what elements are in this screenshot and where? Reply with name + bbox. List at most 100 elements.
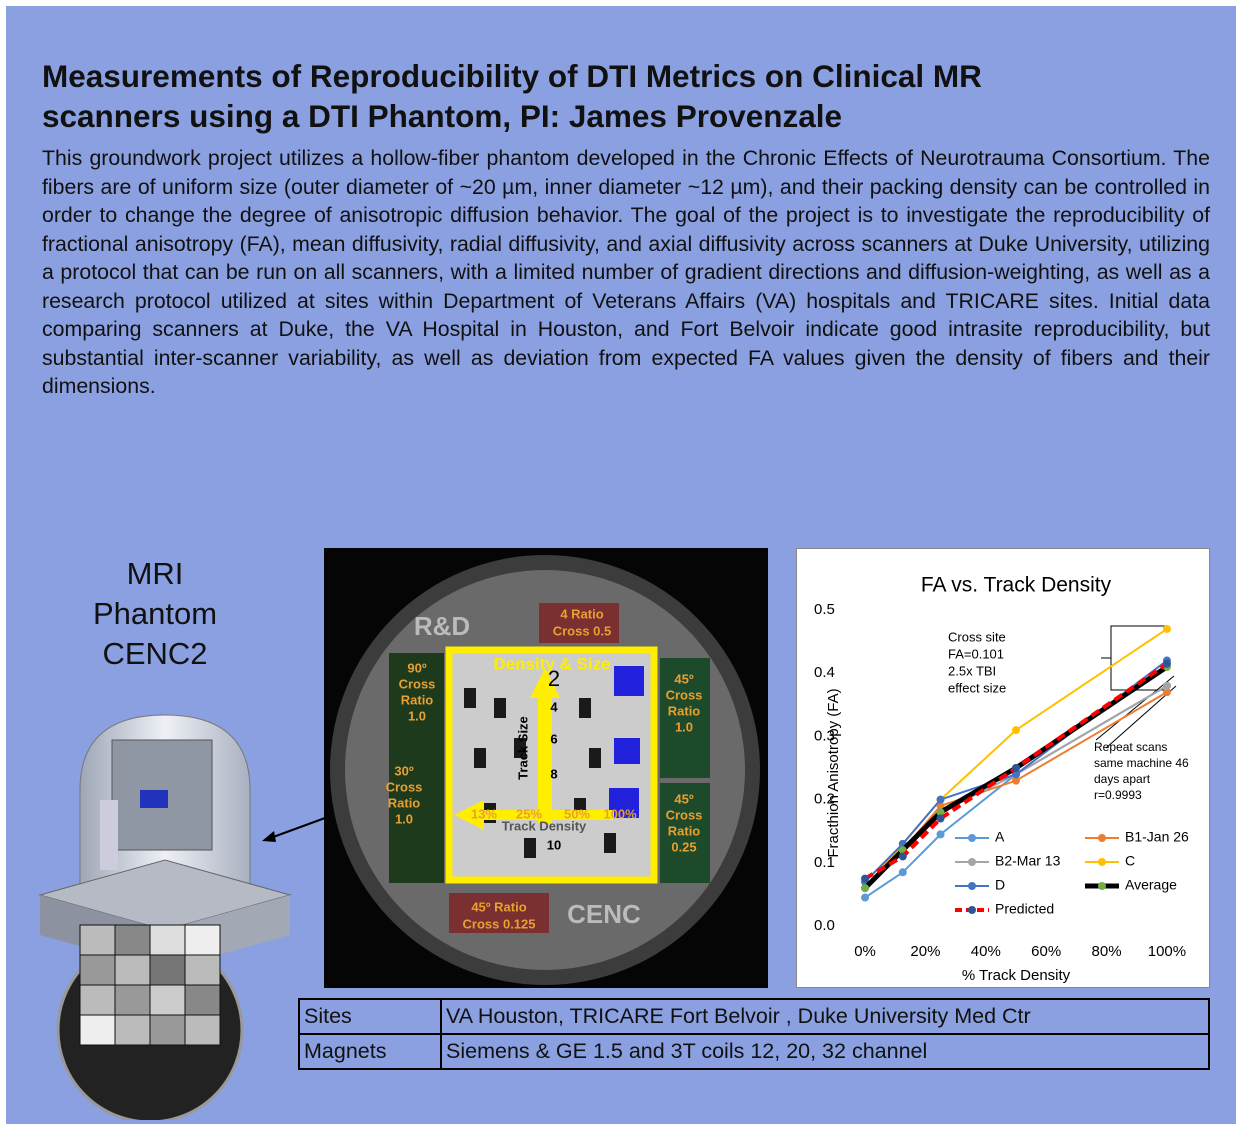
point [937,796,945,804]
roi-label: Cross 0.5 [553,623,612,638]
point [1163,682,1171,690]
page: Measurements of Reproducibility of DTI M… [0,0,1242,1130]
point [861,884,869,892]
legend-marker [968,882,976,890]
roi-label: 45º Ratio [471,899,526,914]
roi-label: Ratio [668,703,701,718]
blue-roi [609,666,644,818]
size-label: 10 [547,837,561,852]
body-text: This groundwork project utilizes a hollo… [42,144,1210,401]
legend-label: Predicted [995,901,1054,917]
roi-label: 0.25 [671,839,696,854]
x-tick-label: 20% [910,943,940,960]
title: Measurements of Reproducibility of DTI M… [42,56,982,136]
roi-label: 4 Ratio [560,606,603,621]
roi-label: Cross [399,676,436,691]
density-label: 100% [603,806,637,821]
point [1163,625,1171,633]
size-label: 6 [550,731,557,746]
cell: VA Houston, TRICARE Fort Belvoir , Duke … [441,999,1209,1034]
point [861,894,869,902]
size-label: 8 [550,766,557,781]
chart-title: FA vs. Track Density [921,574,1112,597]
roi-label: 1.0 [395,811,413,826]
annotation-line: Repeat scans [1094,740,1167,754]
chart: FA vs. Track Density % Track Density Fra… [796,548,1210,988]
y-tick-label: 0.1 [814,854,835,871]
y-tick-label: 0.5 [814,601,835,618]
annotation-line: days apart [1094,772,1151,786]
roi-label: 90º [407,660,426,675]
annotation-line: r=0.9993 [1094,788,1142,802]
x-tick-label: 0% [854,943,876,960]
post [100,800,118,870]
engraving: R&D [414,611,470,641]
mr-image: R&D CENC 4 Ratio Cross 0.5 90º Cross Rat… [324,548,768,988]
point [937,815,945,823]
point [861,875,869,883]
y-tick-label: 0.0 [814,917,835,934]
roi-label: Cross [386,779,423,794]
size-label: 2 [548,666,560,691]
roi-label: Cross [666,687,703,702]
legend-label: Average [1125,877,1177,893]
legend-marker [968,858,976,866]
cell: Siemens & GE 1.5 and 3T coils 12, 20, 32… [441,1034,1209,1069]
legend-marker [968,834,976,842]
caption-line: Phantom [70,594,240,634]
phantom-illustration [0,680,330,1120]
roi-label: Ratio [401,692,434,707]
x-tick-label: 100% [1148,943,1186,960]
annotation: Cross site FA=0.101 2.5x TBI effect size… [948,629,1189,802]
engraving: CENC [567,899,641,929]
title-line: scanners using a DTI Phantom, PI: James … [42,96,982,136]
legend-label: D [995,877,1005,893]
roi-label: Ratio [668,823,701,838]
cell: Magnets [299,1034,441,1069]
roi-label: 45º [674,671,693,686]
caption-line: MRI [70,554,240,594]
title-line: Measurements of Reproducibility of DTI M… [42,56,982,96]
roi-label: Ratio [388,795,421,810]
phantom-caption: MRI Phantom CENC2 [70,554,240,674]
disc-grid [80,925,220,1045]
arrow-head [262,831,276,842]
legend-label: B2-Mar 13 [995,853,1061,869]
density-label: 13% [471,806,497,821]
density-axis-label: Track Density [502,818,587,833]
roi-label: 1.0 [408,708,426,723]
point [1012,764,1020,772]
point [937,830,945,838]
inner-block [140,790,168,808]
roi-label: Cross 0.125 [463,916,536,931]
x-tick-label: 60% [1031,943,1061,960]
size-label: 4 [550,699,558,714]
y-axis-label: Fracthion Anisotropy (FA) [825,688,842,857]
legend-marker [1098,882,1106,890]
y-tick-label: 0.3 [814,727,835,744]
roi-label: 1.0 [675,719,693,734]
point [899,868,907,876]
y-tick-label: 0.4 [814,664,835,681]
legend-marker [1098,858,1106,866]
roi-label: 30º [394,763,413,778]
point [1163,660,1171,668]
roi-label: 45º [674,791,693,806]
x-tick-label: 80% [1092,943,1122,960]
size-axis-label: Track Size [515,716,530,780]
y-tick-label: 0.2 [814,791,835,808]
annotation-line: FA=0.101 [948,646,1004,661]
annotation-line: same machine 46 [1094,756,1189,770]
point [1012,726,1020,734]
cell: Sites [299,999,441,1034]
legend-marker [1098,834,1106,842]
legend-label: A [995,829,1005,845]
point [899,852,907,860]
legend-label: B1-Jan 26 [1125,829,1189,845]
caption-line: CENC2 [70,634,240,674]
annotation-line: 2.5x TBI [948,663,996,678]
roi-label: Cross [666,807,703,822]
